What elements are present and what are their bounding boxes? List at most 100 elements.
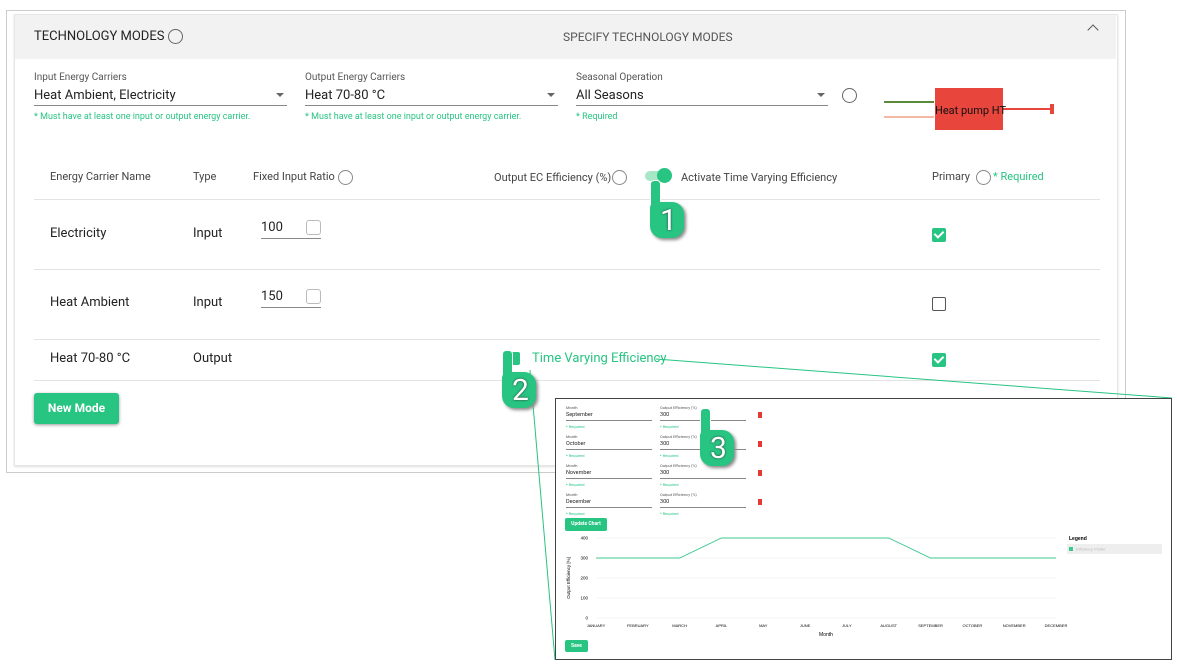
efficiency-underline — [660, 507, 746, 508]
month-label: Month — [566, 434, 578, 439]
column-header: Activate Time Varying Efficiency — [681, 171, 838, 184]
x-tick-label: JUNE — [800, 623, 811, 628]
efficiency-hint: * Required — [660, 482, 679, 487]
efficiency-value: 300 — [660, 412, 670, 418]
month-underline — [566, 449, 652, 450]
select-field[interactable] — [576, 86, 828, 106]
efficiency-label: Output Efficiency (%) — [660, 463, 697, 468]
carrier-name: Heat 70-80 °C — [50, 351, 131, 366]
pointer-hand — [700, 430, 734, 466]
carrier-name: Heat Ambient — [50, 295, 130, 310]
month-hint: * Required — [566, 453, 585, 458]
ratio-input[interactable] — [261, 218, 321, 239]
zoom-connector — [529, 369, 556, 661]
legend-entry — [1067, 544, 1162, 554]
y-tick-label: 100 — [580, 596, 588, 601]
primary-checkbox[interactable] — [932, 228, 946, 242]
x-tick-label: OCTOBER — [963, 623, 983, 628]
save-button[interactable] — [565, 640, 588, 652]
month-hint: * Required — [566, 511, 585, 516]
efficiency-line — [596, 537, 1056, 559]
carrier-type: Output — [193, 351, 233, 366]
x-tick-label: DECEMBER — [1045, 623, 1068, 628]
info-icon — [976, 170, 991, 185]
ratio-input[interactable] — [261, 287, 321, 308]
delete-icon[interactable] — [758, 441, 762, 447]
field-label: Seasonal Operation — [576, 72, 663, 83]
efficiency-chart: 0 100 200 300 400 JANUARY FEBRUARY MARCH APRIL MA… — [566, 536, 1162, 638]
column-header: Fixed Input Ratio — [253, 170, 335, 183]
select-field[interactable] — [34, 86, 287, 106]
y-axis-label: Output Efficiency [%] — [566, 557, 571, 599]
pointer-hand — [650, 202, 684, 238]
delete-icon[interactable] — [758, 412, 762, 418]
y-tick-label: 400 — [580, 536, 588, 541]
output-line — [1003, 108, 1053, 110]
info-icon — [842, 88, 857, 103]
ratio-value: 150 — [261, 289, 283, 304]
field-value: Heat 70-80 °C — [305, 88, 386, 103]
y-tick-label: 300 — [580, 556, 588, 561]
inset-panel: Month September * Required Output Efficienc… — [555, 398, 1172, 660]
field-hint: * Must have at least one input or output… — [34, 112, 251, 122]
toggle-knob — [657, 168, 672, 183]
month-label: Month — [566, 492, 578, 497]
carrier-type: Input — [193, 295, 223, 310]
field-label: Output Energy Carriers — [305, 72, 406, 83]
info-icon — [338, 170, 353, 185]
row-divider — [34, 339, 1100, 340]
output-end — [1050, 104, 1054, 114]
y-tick-label: 200 — [580, 576, 588, 581]
legend-label: Efficiency Profile — [1076, 547, 1106, 552]
diagram-box — [935, 88, 1003, 130]
row-divider — [34, 199, 1100, 200]
x-tick-label: FEBRUARY — [627, 623, 649, 628]
efficiency-label: Output Efficiency (%) — [660, 434, 697, 439]
new-mode-button[interactable] — [34, 393, 119, 424]
x-tick-label: JANUARY — [587, 623, 606, 628]
month-hint: * Required — [566, 424, 585, 429]
callout-number: 2 — [512, 373, 529, 408]
callout-number: 3 — [710, 431, 727, 466]
efficiency-hint: * Required — [660, 511, 679, 516]
header-bar — [15, 15, 1116, 59]
x-tick-label: AUGUST — [880, 623, 897, 628]
spinner — [306, 220, 321, 235]
zoom-connector — [655, 358, 1173, 399]
column-header: Primary — [932, 170, 971, 183]
delete-icon[interactable] — [758, 499, 762, 505]
efficiency-value: 300 — [660, 499, 670, 505]
primary-checkbox[interactable] — [932, 297, 946, 311]
header-title: TECHNOLOGY MODES — [34, 29, 165, 44]
x-tick-label: JULY — [842, 623, 852, 628]
header-subtitle: SPECIFY TECHNOLOGY MODES — [563, 30, 733, 44]
field-hint: * Must have at least one input or output… — [305, 112, 522, 122]
select-field[interactable] — [305, 86, 558, 106]
row-divider — [34, 380, 1100, 381]
efficiency-value: 300 — [660, 470, 670, 476]
update-chart-button[interactable] — [565, 518, 607, 531]
month-underline — [566, 478, 652, 479]
time-varying-link[interactable]: Time Varying Efficiency — [532, 351, 667, 366]
delete-icon[interactable] — [758, 470, 762, 476]
legend-swatch — [1069, 547, 1073, 551]
input-arrow — [884, 116, 934, 118]
month-value: October — [566, 441, 586, 447]
diagram-label: Heat pump HT — [935, 104, 1007, 117]
x-tick-label: SEPTEMBER — [918, 623, 943, 628]
field-label: Input Energy Carriers — [34, 72, 127, 83]
month-underline — [566, 420, 652, 421]
toggle-track[interactable] — [645, 171, 667, 181]
dropdown-arrow — [547, 93, 555, 97]
primary-checkbox[interactable] — [932, 353, 946, 367]
month-underline — [566, 507, 652, 508]
row-divider — [34, 269, 1100, 270]
efficiency-hint: * Required — [660, 453, 679, 458]
x-tick-label: MARCH — [672, 623, 687, 628]
button-label: Save — [571, 643, 582, 649]
efficiency-hint: * Required — [660, 424, 679, 429]
month-label: Month — [566, 405, 578, 410]
